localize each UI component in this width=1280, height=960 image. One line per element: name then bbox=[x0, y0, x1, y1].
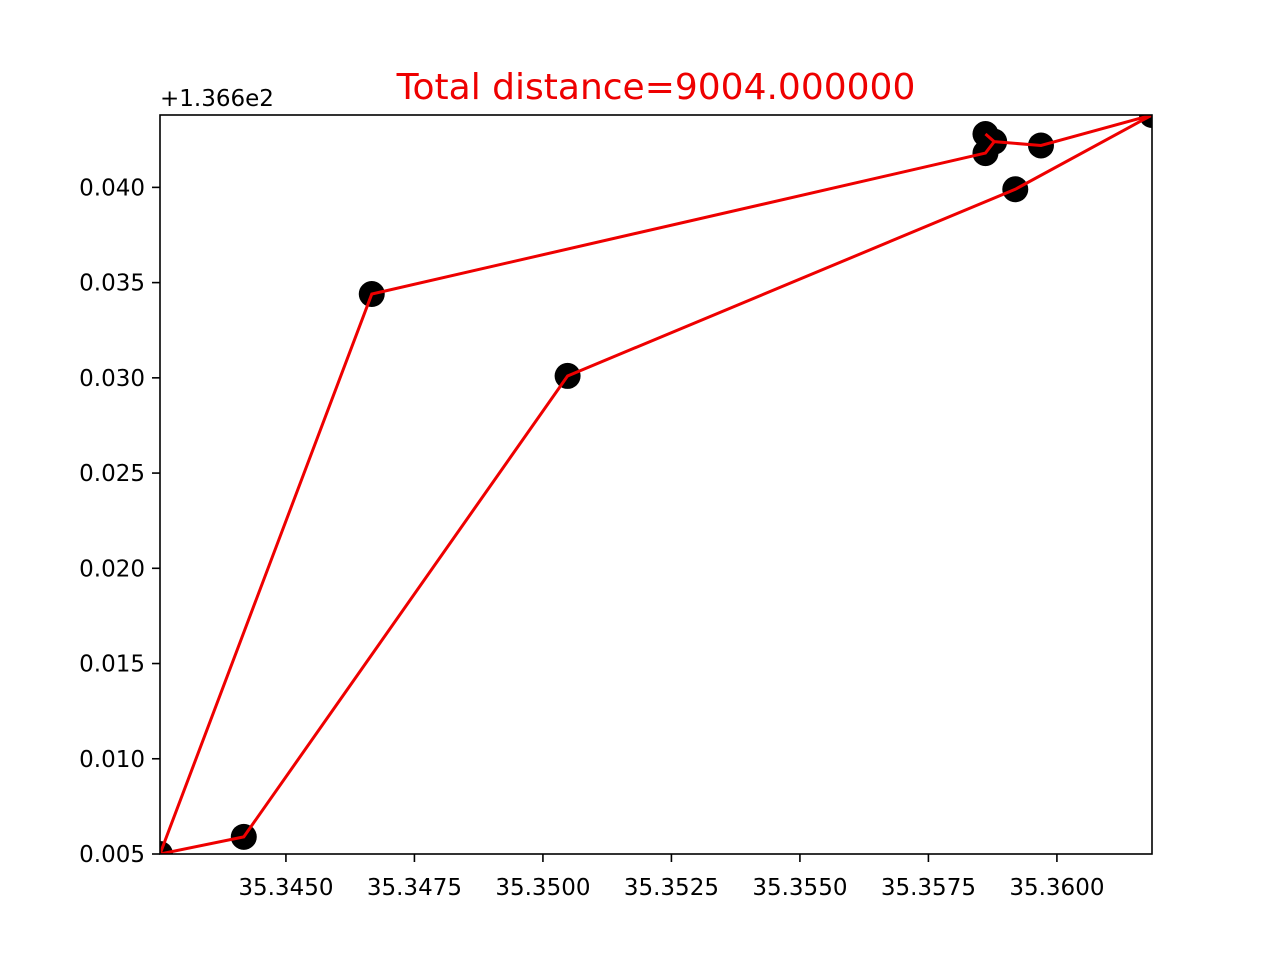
x-tick-label-3: 35.3525 bbox=[624, 875, 719, 901]
route-layer bbox=[160, 115, 1152, 854]
y-tick-label-6: 0.035 bbox=[79, 271, 145, 297]
plot-area bbox=[160, 115, 1152, 854]
plot-frame bbox=[159, 114, 1153, 855]
chart-title: Total distance=9004.000000 bbox=[396, 67, 916, 108]
x-tick-label-1: 35.3475 bbox=[367, 875, 462, 901]
x-tick-label-5: 35.3575 bbox=[881, 875, 976, 901]
y-tick-label-2: 0.015 bbox=[79, 652, 145, 678]
y-tick-label-4: 0.025 bbox=[79, 461, 145, 487]
x-tick-label-2: 35.3500 bbox=[495, 875, 590, 901]
y-tick-label-3: 0.020 bbox=[79, 556, 145, 582]
y-axis: 0.005 0.010 0.015 0.020 0.025 0.030 0.035 0.040 bbox=[79, 175, 160, 868]
y-tick-label-5: 0.030 bbox=[79, 366, 145, 392]
y-offset-label: +1.366e2 bbox=[160, 86, 274, 112]
x-tick-label-0: 35.3450 bbox=[238, 875, 333, 901]
x-tick-label-4: 35.3550 bbox=[752, 875, 847, 901]
y-tick-label-0: 0.005 bbox=[79, 842, 145, 868]
x-tick-label-6: 35.3600 bbox=[1009, 875, 1104, 901]
x-axis: 35.3450 35.3475 35.3500 35.3525 35.3550 35.35… bbox=[238, 854, 1104, 901]
route-line bbox=[160, 115, 1152, 854]
y-tick-label-1: 0.010 bbox=[79, 747, 145, 773]
y-tick-label-7: 0.040 bbox=[79, 175, 145, 201]
